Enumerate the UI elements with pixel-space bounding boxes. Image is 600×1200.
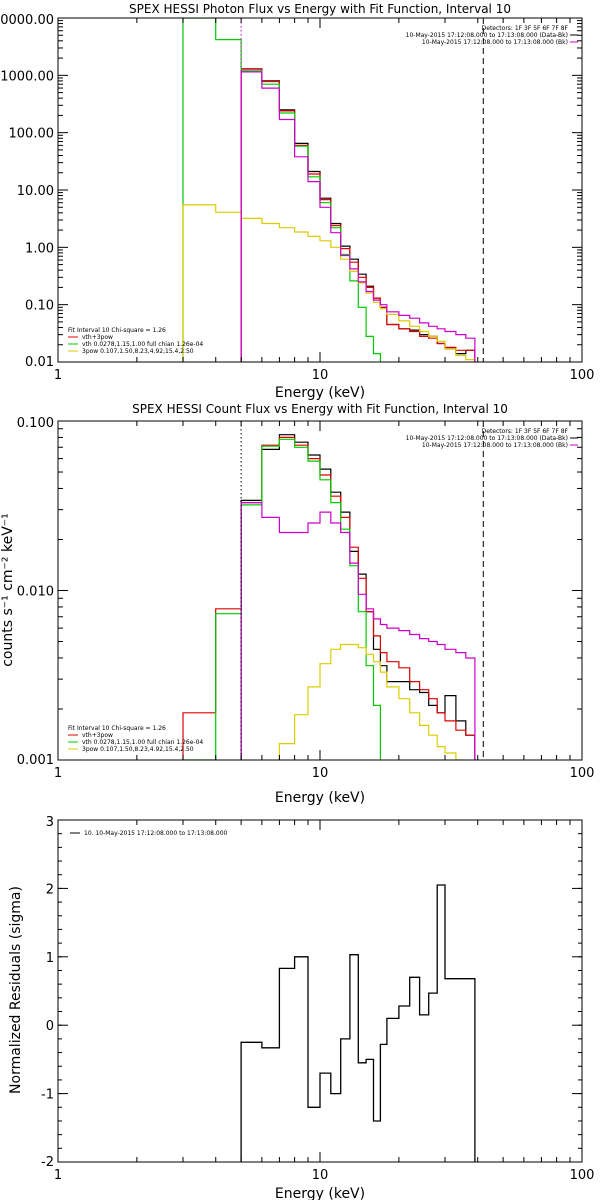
series-group <box>240 884 476 1162</box>
y-tick-label: -1 <box>41 1088 54 1103</box>
y-tick-label: 0.001 <box>17 753 54 768</box>
legend-entry: vth+3pow <box>82 334 113 341</box>
chart-title: SPEX HESSI Count Flux vs Energy with Fit… <box>132 402 508 416</box>
x-tick-label: 1 <box>54 1168 62 1183</box>
x-axis-label: Energy (keV) <box>275 1186 365 1200</box>
detector-info-text: 10-May-2015 17:12:08.000 to 17:13:08.000… <box>406 435 568 442</box>
chart-title: SPEX HESSI Photon Flux vs Energy with Fi… <box>129 2 511 16</box>
x-tick-label: 1 <box>54 766 62 781</box>
x-tick-label: 100 <box>570 766 595 781</box>
y-tick-label: 1 <box>46 951 54 966</box>
x-axis-label: Energy (keV) <box>275 385 365 401</box>
photon-flux-panel: SPEX HESSI Photon Flux vs Energy with Fi… <box>0 2 594 401</box>
y-tick-label: 10.00 <box>17 184 54 199</box>
y-tick-label: 0.100 <box>17 416 54 431</box>
y-tick-label: 1000.00 <box>0 69 54 84</box>
x-axis-label: Energy (keV) <box>275 790 365 806</box>
detector-info-text: 10-May-2015 17:12:08.000 to 17:13:08.000… <box>422 442 568 449</box>
detector-info-text: Detectors: 1F 3F 5F 6F 7F 8F <box>482 25 569 32</box>
x-tick-label: 100 <box>570 1168 595 1183</box>
series-group <box>182 434 476 760</box>
series-line-residuals <box>240 884 476 1162</box>
series-line-background <box>240 502 476 760</box>
legend-entry: 10. 10-May-2015 17:12:08.000 to 17:13:08… <box>84 830 228 837</box>
y-tick-label: 0000.00 <box>0 13 54 28</box>
y-tick-label: -2 <box>41 1155 54 1170</box>
y-tick-label: 3 <box>46 815 54 830</box>
series-line-background <box>240 71 476 362</box>
series-line-3pow <box>278 643 466 760</box>
legend-entry: 3pow 0.107,1.50,8.23,4.92,15.4,2.50 <box>82 348 194 355</box>
x-tick-label: 100 <box>570 368 595 383</box>
detector-info-text: Detectors: 1F 3F 5F 6F 7F 8F <box>482 428 569 435</box>
y-axis-label: Normalized Residuals (sigma) <box>8 886 24 1094</box>
legend-entry: vth+3pow <box>82 732 113 739</box>
x-tick-label: 10 <box>312 1168 329 1183</box>
y-tick-label: 1.00 <box>25 241 54 256</box>
detector-info-text: 10-May-2015 17:12:08.000 to 17:13:08.000… <box>406 32 568 39</box>
legend-header: Fit Interval 10 Chi-square = 1.26 <box>68 327 166 334</box>
y-axis-label: counts s⁻¹ cm⁻² keV⁻¹ <box>0 513 16 667</box>
series-group <box>182 18 476 362</box>
y-tick-label: 100.00 <box>9 127 55 142</box>
count-flux-panel: SPEX HESSI Count Flux vs Energy with Fit… <box>0 402 594 806</box>
y-tick-label: 0.010 <box>17 585 54 600</box>
y-tick-label: 0 <box>46 1019 54 1034</box>
legend-entry: vth 0.0278,1.15,1.00 full chian 1.26e-04 <box>82 341 203 348</box>
legend-header: Fit Interval 10 Chi-square = 1.26 <box>68 725 166 732</box>
x-tick-label: 1 <box>54 368 62 383</box>
y-tick-label: 2 <box>46 882 54 897</box>
detector-info-text: 10-May-2015 17:12:08.000 to 17:13:08.000… <box>422 39 568 46</box>
x-tick-label: 10 <box>312 766 329 781</box>
residuals-panel: Energy (keV) Normalized Residuals (sigma… <box>8 815 594 1200</box>
legend-entry: vth 0.0278,1.15,1.00 full chian 1.26e-04 <box>82 739 203 746</box>
series-line-vth <box>183 438 381 760</box>
legend-entry: 3pow 0.107,1.50,8.23,4.92,15.4,2.50 <box>82 746 194 753</box>
y-tick-label: 0.01 <box>25 355 54 370</box>
x-tick-label: 10 <box>312 368 329 383</box>
y-tick-label: 0.10 <box>25 299 54 314</box>
